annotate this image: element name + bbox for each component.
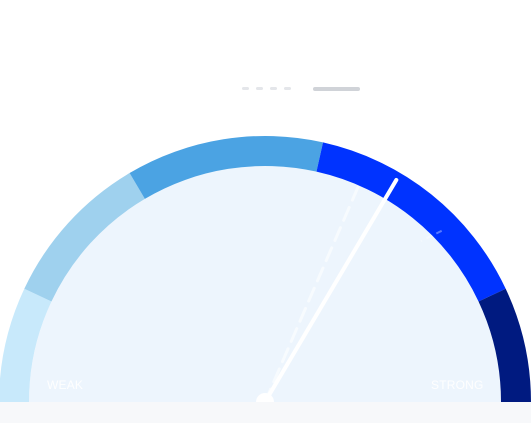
- scale-max-label: STRONG: [431, 378, 484, 392]
- loading-dot: [284, 87, 291, 90]
- loading-dot: [256, 87, 263, 90]
- loading-indicator: [242, 86, 362, 92]
- loading-dot: [270, 87, 277, 90]
- gauge-segment: [129, 136, 324, 199]
- ghost-needle: [263, 183, 361, 404]
- gauge-segment: [316, 142, 506, 302]
- gauge-tick: [420, 229, 443, 243]
- gauge-segment: [0, 288, 52, 402]
- dial-face: [29, 166, 501, 402]
- loading-dot: [242, 87, 249, 90]
- gauge-segment: [24, 173, 145, 302]
- gauge-needle: [263, 177, 399, 404]
- gauge-segment: [478, 288, 531, 402]
- scale-min-label: WEAK: [47, 378, 84, 392]
- loading-bar: [313, 87, 360, 91]
- footer-strip: [0, 402, 531, 423]
